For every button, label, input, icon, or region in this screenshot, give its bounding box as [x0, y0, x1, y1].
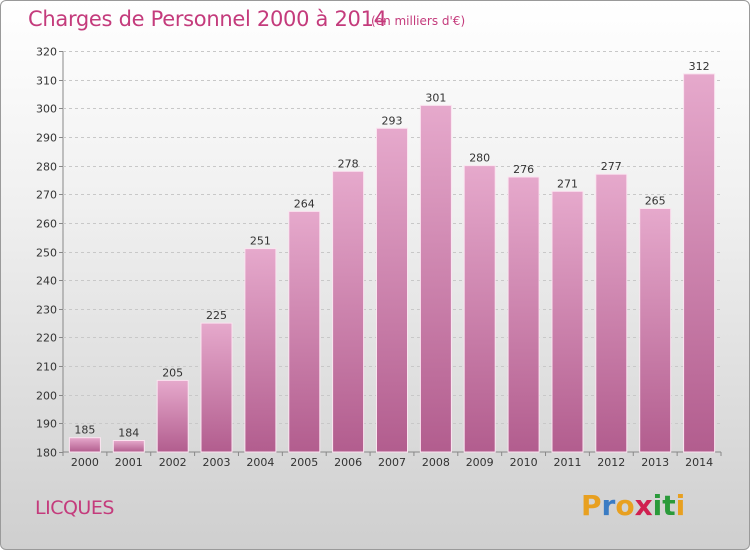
- bar: [288, 210, 321, 453]
- x-tick-label: 2009: [466, 456, 494, 469]
- data-label: 312: [689, 60, 710, 73]
- x-tick-label: 2011: [554, 456, 582, 469]
- logo-letter: o: [615, 489, 635, 522]
- data-label: 278: [338, 157, 359, 170]
- proxiti-logo[interactable]: Proxiti: [581, 489, 685, 522]
- bar: [68, 437, 101, 453]
- data-label: 277: [601, 160, 622, 173]
- y-tick-label: 260: [36, 218, 57, 231]
- data-label: 205: [162, 366, 183, 379]
- y-tick-label: 250: [36, 247, 57, 260]
- bar: [639, 208, 672, 453]
- x-tick-label: 2006: [334, 456, 362, 469]
- x-tick-label: 2007: [378, 456, 406, 469]
- x-tick-label: 2003: [203, 456, 231, 469]
- y-tick-label: 210: [36, 361, 57, 374]
- data-label: 293: [382, 114, 403, 127]
- chart-subtitle: (en milliers d'€): [371, 14, 466, 28]
- data-label: 184: [118, 427, 139, 440]
- bar: [332, 170, 365, 453]
- data-label: 251: [250, 235, 271, 248]
- bar: [376, 127, 408, 453]
- x-tick-label: 2005: [290, 456, 318, 469]
- data-label: 264: [294, 197, 315, 210]
- y-tick-label: 280: [36, 161, 57, 174]
- x-tick-label: 2004: [246, 456, 274, 469]
- x-tick-label: 2008: [422, 456, 450, 469]
- data-label: 301: [425, 91, 446, 104]
- y-tick-label: 300: [36, 103, 57, 116]
- bar: [507, 176, 540, 453]
- y-tick-label: 190: [36, 418, 57, 431]
- y-tick-label: 270: [36, 189, 57, 202]
- logo-letter: P: [581, 489, 602, 522]
- logo-letter: i: [652, 489, 663, 522]
- y-tick-label: 320: [36, 46, 57, 59]
- bar: [419, 104, 452, 453]
- commune-name: LICQUES: [35, 497, 114, 519]
- data-label: 280: [469, 152, 490, 165]
- bar: [551, 190, 584, 453]
- bar: [595, 173, 628, 453]
- bar: [200, 322, 233, 453]
- y-tick-label: 240: [36, 275, 57, 288]
- y-tick-label: 180: [36, 447, 57, 460]
- x-tick-label: 2000: [71, 456, 99, 469]
- y-tick-label: 220: [36, 332, 57, 345]
- bar: [112, 440, 145, 453]
- logo-letter: i: [675, 489, 686, 522]
- y-tick-label: 310: [36, 75, 57, 88]
- bar: [156, 379, 189, 453]
- bar: [463, 165, 496, 453]
- data-label: 276: [513, 163, 534, 176]
- x-tick-label: 2001: [115, 456, 143, 469]
- chart-title: Charges de Personnel 2000 à 2014: [28, 7, 387, 31]
- bar: [683, 73, 716, 453]
- y-tick-label: 230: [36, 304, 57, 317]
- data-label: 271: [557, 177, 578, 190]
- logo-letter: r: [601, 489, 616, 522]
- logo-letter: x: [634, 489, 653, 522]
- y-tick-label: 290: [36, 132, 57, 145]
- y-tick-label: 200: [36, 390, 57, 403]
- data-label: 265: [645, 195, 666, 208]
- logo-letter: t: [662, 489, 676, 522]
- x-tick-label: 2002: [159, 456, 187, 469]
- x-tick-label: 2012: [597, 456, 625, 469]
- x-tick-label: 2010: [510, 456, 538, 469]
- bar: [244, 248, 277, 453]
- x-tick-label: 2013: [641, 456, 669, 469]
- data-label: 225: [206, 309, 227, 322]
- x-tick-label: 2014: [685, 456, 713, 469]
- data-label: 185: [74, 424, 95, 437]
